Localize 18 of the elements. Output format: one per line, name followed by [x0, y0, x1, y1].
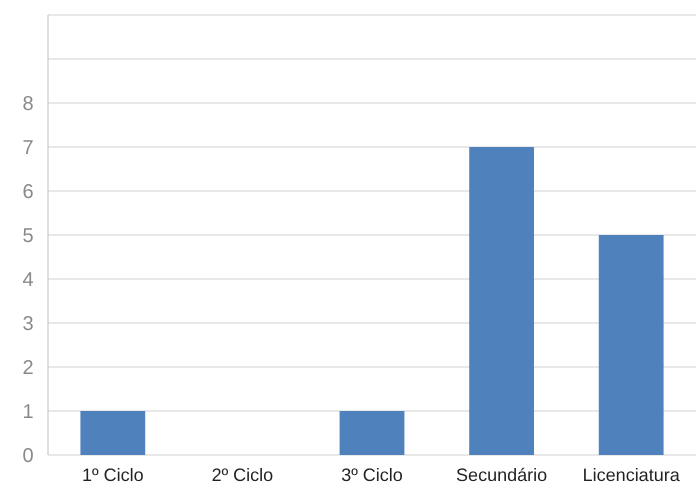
x-tick-label: 1º Ciclo: [82, 465, 144, 485]
bar: [80, 411, 146, 455]
y-tick-label: 1: [22, 401, 34, 423]
bar: [469, 147, 534, 455]
y-tick-label: 5: [22, 225, 34, 247]
x-tick-label: Licenciatura: [582, 465, 681, 485]
bar: [598, 235, 664, 455]
x-tick-label: 3º Ciclo: [341, 465, 403, 485]
y-tick-label: 0: [22, 445, 34, 467]
x-tick-label: Secundário: [456, 465, 548, 485]
y-tick-label: 7: [22, 137, 34, 159]
y-tick-label: 3: [22, 313, 34, 335]
y-tick-label: 8: [22, 93, 34, 115]
x-tick-label: 2º Ciclo: [212, 465, 274, 485]
bar: [340, 411, 404, 455]
y-tick-label: 4: [22, 269, 34, 291]
y-tick-label: 6: [22, 181, 34, 203]
y-tick-label: 2: [22, 357, 34, 379]
